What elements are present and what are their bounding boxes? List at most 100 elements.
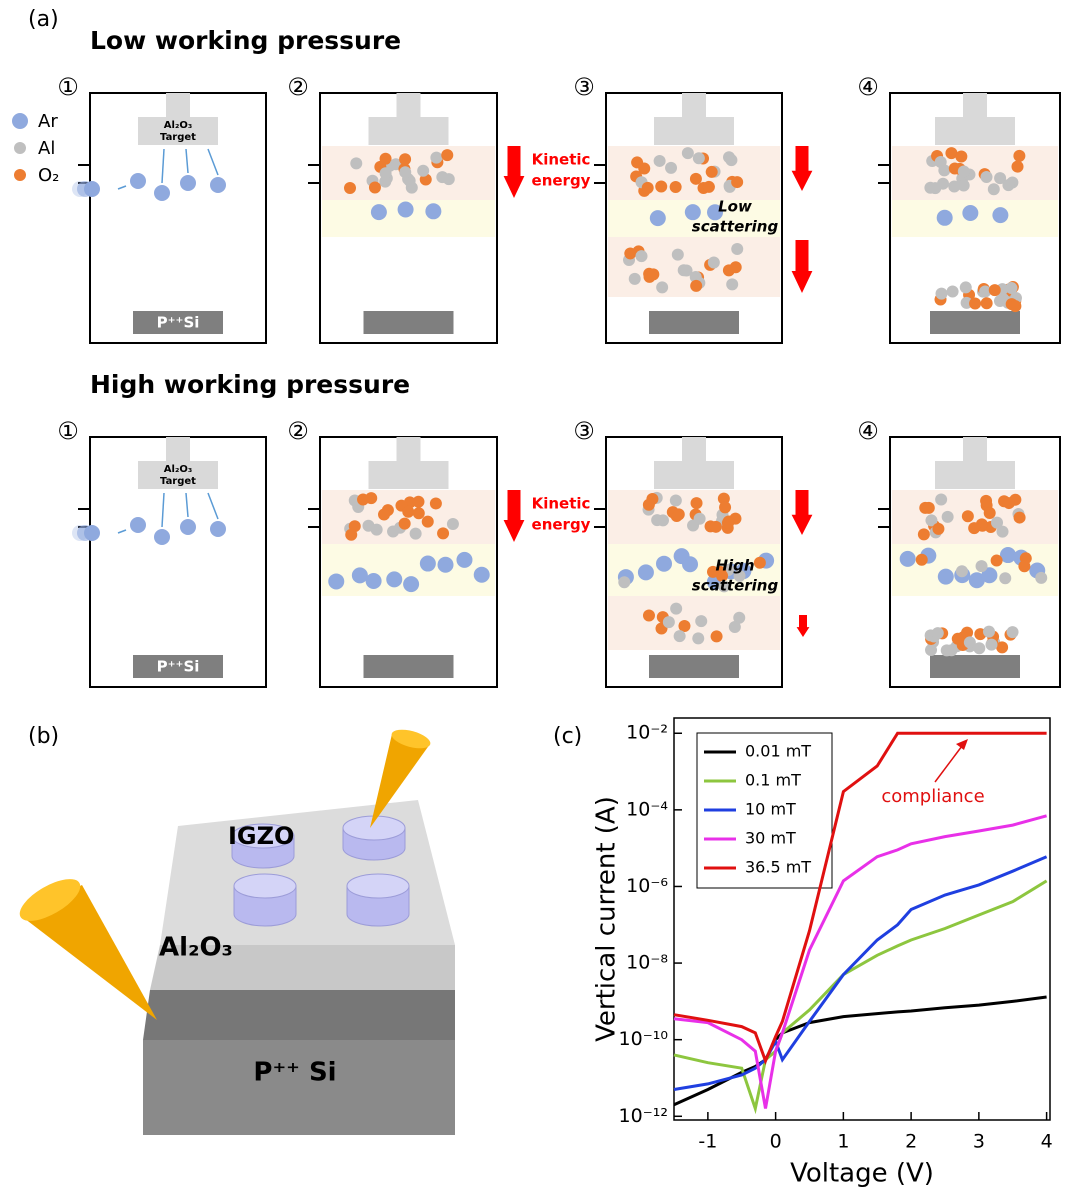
kinetic-label: Kinetic — [532, 495, 591, 513]
particle — [964, 636, 976, 648]
figure: (a) (b) (c) IGZO Al₂O₃ P⁺⁺ Si ArAlO₂Low … — [0, 0, 1072, 1190]
particle — [983, 626, 995, 638]
step-number: ② — [287, 73, 309, 101]
substrate — [930, 655, 1020, 678]
particle — [989, 284, 1001, 296]
particle — [937, 210, 953, 226]
step-number: ② — [287, 417, 309, 445]
particle — [725, 154, 737, 166]
substrate — [364, 311, 454, 334]
series-line — [674, 881, 1047, 1109]
particle — [731, 176, 743, 188]
particle — [84, 181, 100, 197]
particle — [402, 506, 414, 518]
particle — [441, 149, 453, 161]
particle — [425, 203, 441, 219]
particle — [398, 202, 414, 218]
particle — [962, 205, 978, 221]
particle — [935, 156, 947, 168]
particle — [1002, 179, 1014, 191]
particle — [438, 557, 454, 573]
particle — [474, 567, 490, 583]
arrow — [797, 615, 810, 637]
step-number: ① — [57, 417, 79, 445]
particle — [436, 171, 448, 183]
particle — [988, 183, 1000, 195]
page: (a) (b) (c) IGZO Al₂O₃ P⁺⁺ Si ArAlO₂Low … — [0, 0, 1072, 1190]
trajectory — [186, 149, 188, 173]
target-label: Al₂O₃ — [164, 120, 192, 131]
series-line — [674, 857, 1047, 1090]
particle — [968, 522, 980, 534]
device-label: P⁺⁺ Si — [253, 1058, 336, 1088]
arrow — [792, 490, 813, 535]
particle — [636, 250, 648, 262]
particle — [682, 556, 698, 572]
substrate-top — [143, 990, 455, 1040]
step-number: ④ — [857, 73, 879, 101]
substrate-label: P⁺⁺Si — [157, 314, 200, 332]
scattering-label: scattering — [692, 218, 779, 236]
particle — [399, 518, 411, 530]
particle — [672, 249, 684, 261]
panel-label: (b) — [28, 724, 59, 749]
particle — [350, 157, 362, 169]
particle — [413, 507, 425, 519]
particle — [695, 615, 707, 627]
particle — [1009, 300, 1021, 312]
y-axis-title: Vertical current (A) — [592, 796, 622, 1042]
particle — [900, 551, 916, 567]
particle — [932, 523, 944, 535]
particle — [936, 288, 948, 300]
particle — [210, 521, 226, 537]
particle — [980, 495, 992, 507]
particle — [357, 494, 369, 506]
particle — [456, 552, 472, 568]
particle — [692, 632, 704, 644]
target-stem — [682, 93, 706, 117]
particle — [726, 278, 738, 290]
substrate-front — [143, 1040, 455, 1135]
trajectory — [162, 493, 164, 527]
x-tick-label: 1 — [837, 1131, 849, 1153]
particle — [693, 152, 705, 164]
particle — [180, 175, 196, 191]
particle — [923, 502, 935, 514]
y-tick-label: 10⁻⁸ — [626, 952, 668, 974]
particle — [991, 555, 1003, 567]
particle — [999, 572, 1011, 584]
particle — [1018, 560, 1030, 572]
trajectory — [118, 530, 126, 533]
particle — [1003, 497, 1015, 509]
target-stem — [963, 93, 987, 117]
particle — [437, 527, 449, 539]
substrate — [930, 311, 1020, 334]
target-label: Target — [160, 132, 196, 143]
particle — [12, 113, 28, 129]
x-tick-label: -1 — [698, 1131, 717, 1153]
annotation-arrow — [935, 746, 962, 782]
particle — [647, 268, 659, 280]
particle — [938, 569, 954, 585]
arrow — [504, 490, 525, 542]
particle — [731, 243, 743, 255]
particle — [924, 182, 936, 194]
particle — [420, 556, 436, 572]
kinetic-label: Kinetic — [532, 151, 591, 169]
particle — [932, 627, 944, 639]
device-drawing: IGZO Al₂O₃ P⁺⁺ Si — [14, 726, 455, 1135]
target — [935, 117, 1015, 145]
x-tick-label: 4 — [1041, 1131, 1053, 1153]
trajectory — [186, 493, 188, 517]
particle — [403, 576, 419, 592]
x-axis-title: Voltage (V) — [790, 1159, 934, 1189]
x-tick-label: 0 — [770, 1131, 782, 1153]
particle — [417, 165, 429, 177]
particle — [378, 508, 390, 520]
particle — [703, 181, 715, 193]
particle — [1007, 626, 1019, 638]
target — [369, 117, 449, 145]
particle — [14, 142, 26, 154]
target-stem — [397, 93, 421, 117]
substrate — [649, 655, 739, 678]
